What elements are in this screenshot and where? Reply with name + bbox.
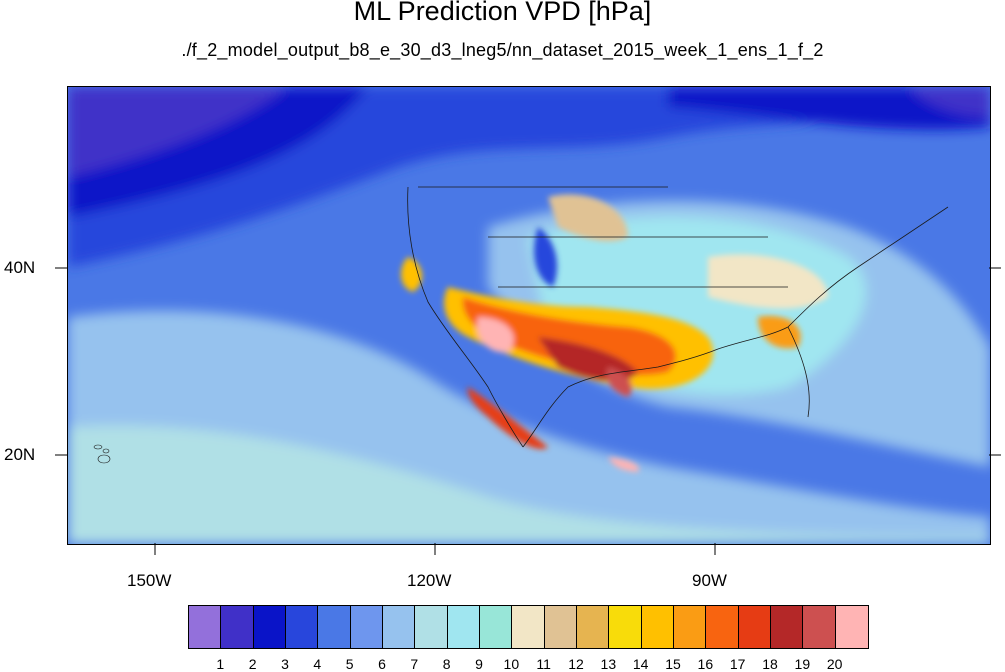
colorbar-swatch [738, 606, 771, 648]
colorbar-label: 13 [600, 656, 617, 672]
colorbar-swatch [479, 606, 513, 648]
colorbar-label: 7 [410, 656, 419, 672]
coastline-overlay [407, 186, 949, 448]
colorbar-swatch [285, 606, 319, 648]
colorbar-label: 12 [568, 656, 584, 672]
lon-label-150w: 150W [127, 571, 172, 590]
colorbar-label: 4 [313, 656, 322, 672]
colorbar-swatch [641, 606, 674, 648]
map-subtitle: ./f_2_model_output_b8_e_30_d3_lneg5/nn_d… [181, 40, 824, 60]
colorbar-label: 2 [248, 656, 257, 672]
hawaii-islands [93, 444, 111, 464]
colorbar-label: 1 [216, 656, 225, 672]
lon-label-90w: 90W [692, 571, 727, 590]
colorbar-label: 11 [536, 656, 551, 672]
colorbar-swatch [770, 606, 804, 648]
colorbar-label: 15 [665, 656, 681, 672]
colorbar-swatch [576, 606, 610, 648]
map-panel [67, 86, 991, 545]
colorbar-swatch [512, 606, 545, 648]
colorbar-swatch [803, 606, 836, 648]
colorbar-swatch [221, 606, 254, 648]
colorbar-swatch [189, 606, 222, 648]
colorbar-label: 17 [729, 656, 746, 672]
colorbar-swatch [447, 606, 480, 648]
colorbar-label: 6 [378, 656, 386, 672]
colorbar-label: 19 [794, 656, 811, 672]
colorbar-swatch [609, 606, 642, 648]
lat-label-20n: 20N [4, 445, 36, 464]
colorbar-swatch [835, 606, 868, 648]
colorbar-swatch [544, 606, 577, 648]
colorbar-label: 10 [503, 656, 520, 672]
lat-label-40n: 40N [4, 258, 36, 277]
colorbar-label: 14 [632, 656, 649, 672]
colorbar-label: 18 [762, 656, 778, 672]
colorbar-label: 9 [475, 656, 483, 672]
colorbar-swatch [415, 606, 448, 648]
lon-label-120w: 120W [407, 571, 452, 590]
colorbar-swatch [318, 606, 351, 648]
colorbar-swatch [350, 606, 383, 648]
colorbar-label: 20 [826, 656, 843, 672]
colorbar-swatch [706, 606, 739, 648]
colorbar [188, 605, 869, 649]
colorbar-swatch [253, 606, 286, 648]
colorbar-label: 3 [281, 656, 289, 672]
colorbar-label: 5 [345, 656, 354, 672]
colorbar-swatch [382, 606, 416, 648]
colorbar-swatch [673, 606, 707, 648]
vpd-field-map [68, 87, 990, 544]
map-title: ML Prediction VPD [hPa] [353, 0, 652, 26]
colorbar-label: 16 [697, 656, 714, 672]
colorbar-label: 8 [442, 656, 451, 672]
